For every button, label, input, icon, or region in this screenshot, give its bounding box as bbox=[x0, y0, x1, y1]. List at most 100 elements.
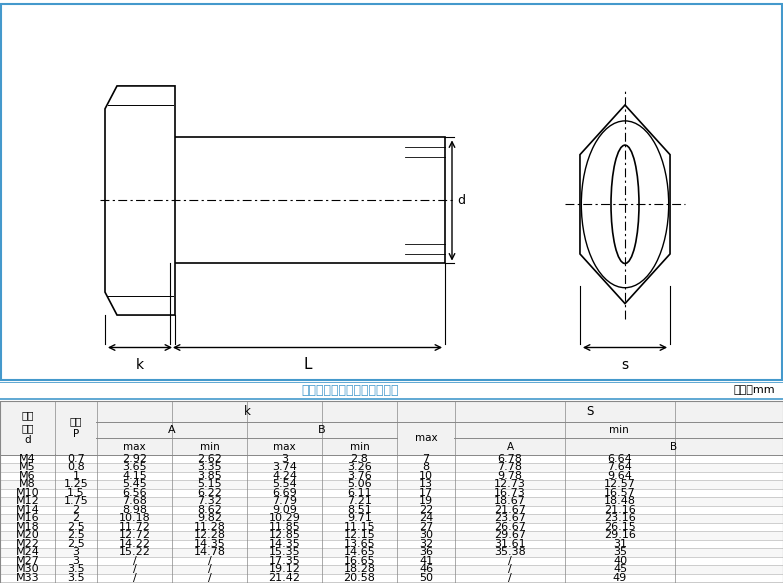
Text: 45: 45 bbox=[613, 564, 627, 574]
Text: B: B bbox=[318, 425, 326, 436]
Text: /: / bbox=[132, 564, 136, 574]
Text: B: B bbox=[670, 441, 677, 451]
Text: 3.74: 3.74 bbox=[272, 462, 297, 472]
Bar bbox=[398, 423, 454, 454]
Bar bbox=[0, 480, 783, 489]
Text: /: / bbox=[207, 564, 211, 574]
Text: 5.45: 5.45 bbox=[122, 479, 147, 489]
Text: 3.26: 3.26 bbox=[347, 462, 372, 472]
Text: 1.75: 1.75 bbox=[63, 496, 88, 507]
Text: 5.06: 5.06 bbox=[347, 479, 372, 489]
Text: 16.65: 16.65 bbox=[344, 556, 375, 566]
Bar bbox=[0, 531, 783, 540]
Text: 7.21: 7.21 bbox=[347, 496, 372, 507]
Text: 3.5: 3.5 bbox=[67, 564, 85, 574]
Text: M14: M14 bbox=[16, 505, 39, 515]
Bar bbox=[0, 455, 783, 463]
Text: k: k bbox=[136, 358, 144, 372]
Text: 3.35: 3.35 bbox=[197, 462, 222, 472]
Text: 3: 3 bbox=[73, 547, 80, 557]
Text: 3.5: 3.5 bbox=[67, 573, 85, 583]
Text: 18.67: 18.67 bbox=[494, 496, 526, 507]
Text: 3.76: 3.76 bbox=[347, 471, 372, 481]
Text: 螺纹
P: 螺纹 P bbox=[70, 417, 82, 439]
Text: 9.09: 9.09 bbox=[272, 505, 297, 515]
Text: 24: 24 bbox=[419, 514, 433, 524]
Text: 14.35: 14.35 bbox=[269, 539, 301, 549]
Text: 8.62: 8.62 bbox=[197, 505, 222, 515]
Text: 12.28: 12.28 bbox=[193, 531, 226, 540]
Bar bbox=[0, 565, 783, 574]
Text: 30: 30 bbox=[419, 531, 433, 540]
Text: 27: 27 bbox=[419, 522, 433, 532]
Text: 4.15: 4.15 bbox=[122, 471, 147, 481]
Text: 35: 35 bbox=[613, 547, 627, 557]
Text: 11.85: 11.85 bbox=[269, 522, 301, 532]
Text: A: A bbox=[507, 441, 514, 451]
Text: 46: 46 bbox=[419, 564, 433, 574]
Text: 21.16: 21.16 bbox=[604, 505, 636, 515]
Text: 36: 36 bbox=[419, 547, 433, 557]
Text: 12.72: 12.72 bbox=[118, 531, 150, 540]
Text: 35.38: 35.38 bbox=[494, 547, 526, 557]
Text: 14.65: 14.65 bbox=[344, 547, 375, 557]
Text: 40: 40 bbox=[613, 556, 627, 566]
Text: min: min bbox=[200, 441, 219, 451]
Text: 29.67: 29.67 bbox=[494, 531, 526, 540]
Text: M10: M10 bbox=[16, 488, 39, 498]
Text: 50: 50 bbox=[419, 573, 433, 583]
Text: /: / bbox=[132, 556, 136, 566]
Text: 18.48: 18.48 bbox=[604, 496, 636, 507]
Text: 11.28: 11.28 bbox=[193, 522, 226, 532]
Text: 22: 22 bbox=[419, 505, 433, 515]
Text: 14.22: 14.22 bbox=[118, 539, 150, 549]
Text: 2.8: 2.8 bbox=[351, 454, 369, 464]
Text: M20: M20 bbox=[16, 531, 39, 540]
Text: 2.62: 2.62 bbox=[197, 454, 222, 464]
Text: 7.32: 7.32 bbox=[197, 496, 222, 507]
Text: s: s bbox=[622, 358, 629, 372]
Circle shape bbox=[581, 121, 669, 287]
Text: /: / bbox=[508, 573, 512, 583]
Text: max: max bbox=[123, 441, 146, 451]
Text: 6.64: 6.64 bbox=[608, 454, 633, 464]
Text: 12.85: 12.85 bbox=[269, 531, 301, 540]
Text: 26.15: 26.15 bbox=[604, 522, 636, 532]
Text: 2.5: 2.5 bbox=[67, 539, 85, 549]
Text: 17.35: 17.35 bbox=[269, 556, 301, 566]
Text: 3.65: 3.65 bbox=[122, 462, 147, 472]
Text: M5: M5 bbox=[20, 462, 36, 472]
Text: 14.35: 14.35 bbox=[193, 539, 226, 549]
Text: 7: 7 bbox=[423, 454, 430, 464]
Text: 49: 49 bbox=[613, 573, 627, 583]
Text: 21.42: 21.42 bbox=[269, 573, 301, 583]
Text: A: A bbox=[168, 425, 176, 436]
Bar bbox=[170, 138, 445, 264]
Text: 4.24: 4.24 bbox=[272, 471, 297, 481]
Text: /: / bbox=[508, 556, 512, 566]
Text: 3.85: 3.85 bbox=[197, 471, 222, 481]
Bar bbox=[0, 574, 783, 582]
Text: 18.28: 18.28 bbox=[344, 564, 376, 574]
Text: 8.51: 8.51 bbox=[347, 505, 372, 515]
Text: /: / bbox=[132, 573, 136, 583]
Text: 3: 3 bbox=[281, 454, 288, 464]
Text: 12.73: 12.73 bbox=[494, 479, 526, 489]
Bar bbox=[0, 472, 783, 480]
Text: 3: 3 bbox=[73, 556, 80, 566]
Text: 26.67: 26.67 bbox=[494, 522, 526, 532]
Text: 10.29: 10.29 bbox=[269, 514, 301, 524]
Text: 41: 41 bbox=[419, 556, 433, 566]
Text: 6.56: 6.56 bbox=[122, 488, 147, 498]
Text: 12.57: 12.57 bbox=[604, 479, 636, 489]
Text: 31: 31 bbox=[613, 539, 627, 549]
Text: M33: M33 bbox=[16, 573, 39, 583]
Text: 6.78: 6.78 bbox=[497, 454, 522, 464]
Text: 8.98: 8.98 bbox=[122, 505, 147, 515]
Text: M16: M16 bbox=[16, 514, 39, 524]
Text: 9.71: 9.71 bbox=[347, 514, 372, 524]
Polygon shape bbox=[105, 86, 175, 315]
Text: 15.35: 15.35 bbox=[269, 547, 301, 557]
Text: 2: 2 bbox=[73, 514, 80, 524]
Text: 2: 2 bbox=[73, 505, 80, 515]
